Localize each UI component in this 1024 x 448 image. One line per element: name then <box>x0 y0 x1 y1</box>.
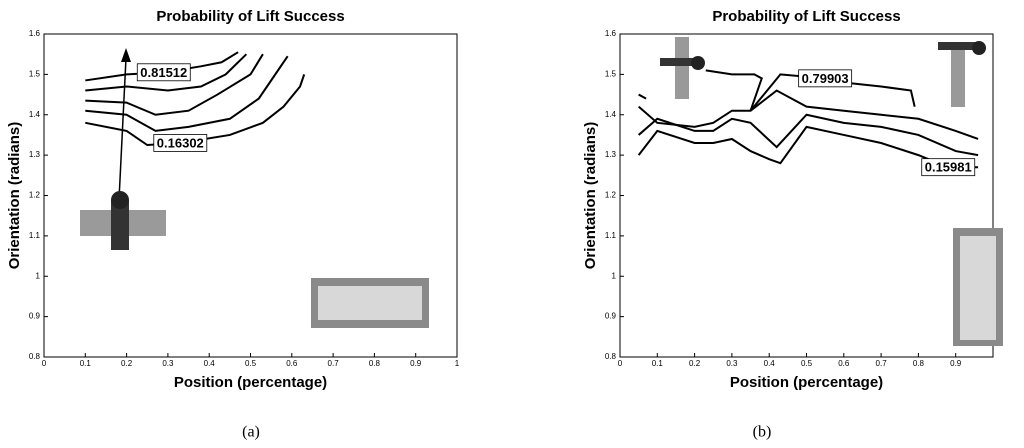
x-tick-label: 0.4 <box>204 359 216 368</box>
x-tick-label: 0.5 <box>801 359 813 368</box>
y-tick-label: 1 <box>612 271 617 280</box>
x-tick-label: 0.7 <box>876 359 888 368</box>
caption: (a) <box>242 424 260 441</box>
x-axis-label: Position (percentage) <box>174 374 327 391</box>
contour-label-text: 0.15981 <box>925 160 972 175</box>
box-photo-a <box>311 278 429 328</box>
x-tick-label: 0.8 <box>369 359 381 368</box>
figure: 0 0.1 0.2 0.3 0.4 0.5 0.6 0.7 0.8 0.9 1 0.8 0.9 1 1.1 1… <box>0 0 1024 448</box>
y-tick-label: 1 <box>36 271 41 280</box>
x-tick-label: 0 <box>618 359 623 368</box>
y-tick-label: 1.2 <box>29 191 41 200</box>
x-tick-label: 0 <box>42 359 47 368</box>
y-tick-label: 1.4 <box>29 110 41 119</box>
x-tick-label: 0.3 <box>162 359 174 368</box>
chart-title: Probability of Lift Success <box>156 8 344 25</box>
y-tick-label: 1.5 <box>605 69 617 78</box>
y-tick-label: 0.9 <box>29 312 41 321</box>
contour-label: 0.79903 <box>799 70 852 87</box>
y-tick-label: 1.4 <box>605 110 617 119</box>
x-tick-label: 0.3 <box>726 359 738 368</box>
x-tick-label: 0.8 <box>913 359 925 368</box>
x-tick-label: 0.5 <box>245 359 257 368</box>
x-tick-label: 0.1 <box>80 359 92 368</box>
x-tick-label: 0.7 <box>328 359 340 368</box>
contour-label-text: 0.79903 <box>802 71 849 86</box>
y-axis-label: Orientation (radians) <box>582 122 599 270</box>
chart-title: Probability of Lift Success <box>712 8 900 25</box>
y-tick-label: 1.1 <box>29 231 41 240</box>
x-tick-label: 0.2 <box>689 359 701 368</box>
y-tick-label: 1.5 <box>29 69 41 78</box>
contour-label-text: 0.16302 <box>157 135 204 150</box>
y-tick-label: 1.6 <box>29 29 41 38</box>
x-tick-label: 0.9 <box>410 359 422 368</box>
contour-label: 0.15981 <box>922 159 975 176</box>
y-tick-label: 0.9 <box>605 312 617 321</box>
x-axis-label: Position (percentage) <box>730 374 883 391</box>
x-tick-label: 0.4 <box>764 359 776 368</box>
contour-label: 0.81512 <box>137 64 190 81</box>
x-tick-label: 1 <box>455 359 460 368</box>
caption: (b) <box>753 424 772 441</box>
y-tick-label: 0.8 <box>605 352 617 361</box>
x-tick-label: 0.2 <box>121 359 133 368</box>
y-tick-label: 0.8 <box>29 352 41 361</box>
x-tick-label: 0.1 <box>652 359 664 368</box>
y-tick-label: 1.2 <box>605 191 617 200</box>
box-photo-b <box>953 228 1003 346</box>
y-tick-label: 1.3 <box>605 150 617 159</box>
x-tick-label: 0.9 <box>950 359 962 368</box>
y-axis-label: Orientation (radians) <box>6 122 23 270</box>
x-tick-label: 0.6 <box>838 359 850 368</box>
contour-label: 0.16302 <box>154 134 207 151</box>
y-tick-label: 1.1 <box>605 231 617 240</box>
x-tick-label: 0.6 <box>286 359 298 368</box>
y-tick-label: 1.6 <box>605 29 617 38</box>
y-tick-label: 1.3 <box>29 150 41 159</box>
contour-label-text: 0.81512 <box>140 65 187 80</box>
